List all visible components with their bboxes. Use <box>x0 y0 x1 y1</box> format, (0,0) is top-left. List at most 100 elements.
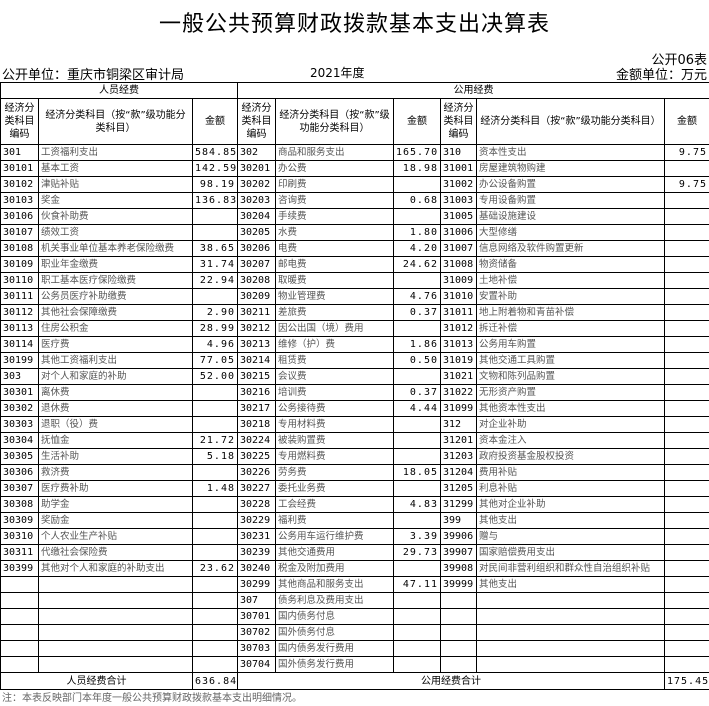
table-row: 30701 国内债务付息 <box>0 608 709 625</box>
personnel-name <box>38 656 193 673</box>
personnel-name: 离休费 <box>38 384 193 401</box>
personnel-code: 30109 <box>0 256 39 273</box>
personnel-amount: 142.59 <box>192 160 238 177</box>
personnel-amount <box>192 576 238 593</box>
table-row: 30302 退休费 30217 公务接待费 4.44 31099 其他资本性支出 <box>0 400 709 417</box>
totals-row: 人员经费合计 636.84 公用经费合计 175.45 <box>0 672 709 690</box>
public-b-code: 31204 <box>440 464 477 481</box>
table-row: 30106 伙食补助费 30204 手续费 31005 基础设施建设 <box>0 208 709 225</box>
header-code: 经济分类科目编码 <box>440 98 477 145</box>
personnel-code <box>0 656 39 673</box>
public-a-amount: 0.37 <box>393 304 441 321</box>
personnel-code: 30310 <box>0 528 39 545</box>
page-title: 一般公共预算财政拨款基本支出决算表 <box>158 12 550 37</box>
public-total-label: 公用经费合计 <box>237 672 665 690</box>
public-a-name: 其他交通费用 <box>275 544 394 561</box>
public-b-amount <box>664 256 709 273</box>
public-a-name: 债务利息及费用支出 <box>275 592 394 609</box>
table-row: 30199 其他工资福利支出 77.05 30214 租赁费 0.50 31019 其他交通工… <box>0 352 709 369</box>
public-a-name: 专用材料费 <box>275 416 394 433</box>
personnel-code: 303 <box>0 368 39 385</box>
public-a-amount: 4.20 <box>393 240 441 257</box>
personnel-code: 30110 <box>0 272 39 289</box>
public-b-amount <box>664 528 709 545</box>
personnel-total-label: 人员经费合计 <box>0 672 193 690</box>
public-b-name <box>476 624 665 641</box>
public-a-name: 福利费 <box>275 512 394 529</box>
public-b-name: 办公设备购置 <box>476 176 665 193</box>
public-b-name: 公务用车购置 <box>476 336 665 353</box>
public-a-name: 商品和服务支出 <box>275 144 394 161</box>
public-a-amount: 47.11 <box>393 576 441 593</box>
public-b-amount <box>664 496 709 513</box>
personnel-code: 30106 <box>0 208 39 225</box>
public-a-code: 30209 <box>237 288 276 305</box>
public-b-amount <box>664 336 709 353</box>
public-a-code: 30299 <box>237 576 276 593</box>
public-a-amount <box>393 592 441 609</box>
header-name: 经济分类科目（按“款”级功能分类科目） <box>275 98 394 145</box>
public-a-name: 培训费 <box>275 384 394 401</box>
personnel-amount <box>192 544 238 561</box>
public-b-name: 费用补贴 <box>476 464 665 481</box>
personnel-code: 30311 <box>0 544 39 561</box>
public-a-code: 30213 <box>237 336 276 353</box>
personnel-amount: 31.74 <box>192 256 238 273</box>
public-b-name: 资本金注入 <box>476 432 665 449</box>
public-a-name: 邮电费 <box>275 256 394 273</box>
header-amount: 金额 <box>393 98 441 145</box>
personnel-amount <box>192 384 238 401</box>
public-b-name: 无形资产购置 <box>476 384 665 401</box>
public-a-amount <box>393 320 441 337</box>
public-b-amount <box>664 208 709 225</box>
personnel-amount: 21.72 <box>192 432 238 449</box>
public-a-amount: 4.76 <box>393 288 441 305</box>
personnel-code: 30303 <box>0 416 39 433</box>
public-a-amount <box>393 608 441 625</box>
public-a-amount: 1.86 <box>393 336 441 353</box>
public-b-code <box>440 624 477 641</box>
public-b-amount <box>664 192 709 209</box>
public-b-code: 31005 <box>440 208 477 225</box>
public-b-amount <box>664 544 709 561</box>
reporting-unit: 公开单位：重庆市铜梁区审计局 <box>2 68 185 83</box>
personnel-code: 30103 <box>0 192 39 209</box>
public-a-code: 30215 <box>237 368 276 385</box>
table-row: 30109 职业年金缴费 31.74 30207 邮电费 24.62 31008 物资储备 <box>0 256 709 273</box>
table-row: 30102 津贴补贴 98.19 30202 印刷费 31002 办公设备购置 9.75 <box>0 176 709 193</box>
personnel-amount: 584.85 <box>192 144 238 161</box>
public-a-amount: 24.62 <box>393 256 441 273</box>
table-row: 30299 其他商品和服务支出 47.11 39999 其他支出 <box>0 576 709 593</box>
table-row: 30399 其他对个人和家庭的补助支出 23.62 30240 税金及附加费用 39908… <box>0 560 709 577</box>
table-row: 30113 住房公积金 28.99 30212 因公出国（境）费用 31012 拆迁补偿 <box>0 320 709 337</box>
personnel-name <box>38 624 193 641</box>
public-a-name: 税金及附加费用 <box>275 560 394 577</box>
public-a-amount: 4.83 <box>393 496 441 513</box>
table-row: 30704 国外债务发行费用 <box>0 656 709 673</box>
personnel-amount <box>192 592 238 609</box>
header-amount: 金额 <box>192 98 238 145</box>
public-b-code: 31299 <box>440 496 477 513</box>
public-b-name: 其他资本性支出 <box>476 400 665 417</box>
personnel-amount <box>192 528 238 545</box>
public-b-name: 物资储备 <box>476 256 665 273</box>
table-row: 30107 绩效工资 30205 水费 1.80 31006 大型修缮 <box>0 224 709 241</box>
personnel-amount <box>192 464 238 481</box>
personnel-amount <box>192 496 238 513</box>
public-b-name: 专用设备购置 <box>476 192 665 209</box>
personnel-amount: 1.48 <box>192 480 238 497</box>
public-a-name: 租赁费 <box>275 352 394 369</box>
personnel-code: 30107 <box>0 224 39 241</box>
personnel-amount: 23.62 <box>192 560 238 577</box>
expenditure-table: 人员经费 公用经费 经济分类科目编码 经济分类科目（按“款”级功能分类科目） 金… <box>0 82 709 690</box>
public-b-code: 39907 <box>440 544 477 561</box>
personnel-name: 奖励金 <box>38 512 193 529</box>
form-number: 公开06表 <box>651 53 707 68</box>
personnel-name: 奖金 <box>38 192 193 209</box>
public-b-code: 310 <box>440 144 477 161</box>
public-b-amount <box>664 288 709 305</box>
personnel-name: 生活补助 <box>38 448 193 465</box>
personnel-name: 工资福利支出 <box>38 144 193 161</box>
table-row: 30304 抚恤金 21.72 30224 被装购置费 31201 资本金注入 <box>0 432 709 449</box>
public-a-name: 其他商品和服务支出 <box>275 576 394 593</box>
